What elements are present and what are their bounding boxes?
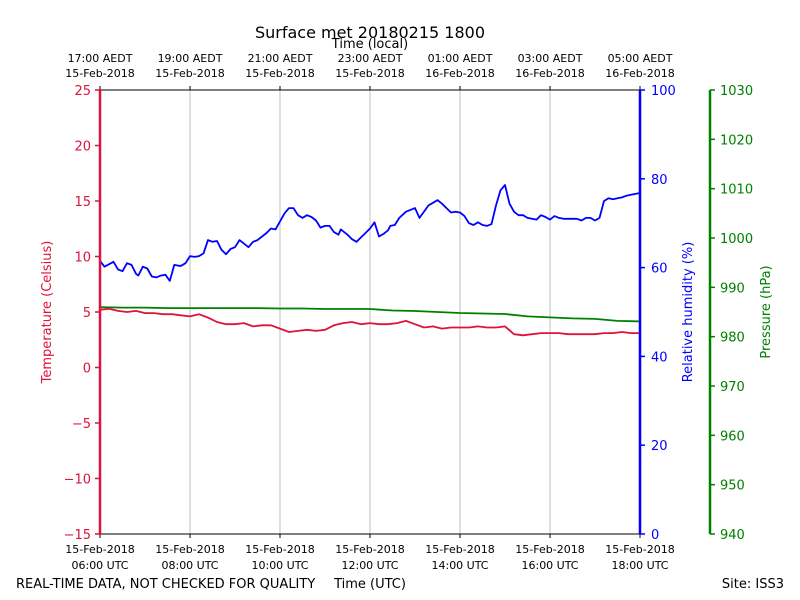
temperature-tick-label: 10 xyxy=(74,251,91,266)
top-tick-label-date: 15-Feb-2018 xyxy=(65,67,134,80)
chart-title: Surface met 20180215 1800 xyxy=(255,23,485,42)
temperature-tick-label: −5 xyxy=(72,417,91,432)
humidity-tick-label: 80 xyxy=(651,173,668,188)
pressure-tick-label: 980 xyxy=(720,331,745,346)
pressure-tick-label: 1010 xyxy=(720,183,753,198)
temperature-tick-label: −15 xyxy=(64,528,91,543)
x-axis-label: Time (UTC) xyxy=(333,577,406,592)
temperature-tick-label: 0 xyxy=(83,362,91,377)
humidity-tick-label: 100 xyxy=(651,84,676,99)
pressure-tick-label: 1000 xyxy=(720,232,753,247)
top-tick-label-date: 15-Feb-2018 xyxy=(335,67,404,80)
top-tick-label-time: 19:00 AEDT xyxy=(158,52,223,65)
axis-ticks: 15-Feb-2018 06:00 UTC 15-Feb-2018 08:00 UTC… xyxy=(64,52,754,572)
top-tick-label-time: 05:00 AEDT xyxy=(608,52,673,65)
top-tick-label-date: 15-Feb-2018 xyxy=(245,67,314,80)
grid-lines xyxy=(189,90,551,534)
top-tick-label-time: 17:00 AEDT xyxy=(68,52,133,65)
x-tick-label-date: 15-Feb-2018 xyxy=(515,543,584,556)
x-tick-label-date: 15-Feb-2018 xyxy=(65,543,134,556)
pressure-axis-label: Pressure (hPa) xyxy=(759,265,774,358)
pressure-tick-label: 960 xyxy=(720,429,745,444)
pressure-tick-label: 950 xyxy=(720,479,745,494)
temperature-tick-label: 5 xyxy=(83,306,91,321)
x-tick-label-time: 12:00 UTC xyxy=(341,559,398,572)
pressure-tick-label: 970 xyxy=(720,380,745,395)
temperature-axis-label: Temperature (Celsius) xyxy=(40,241,55,385)
x-tick-label-date: 15-Feb-2018 xyxy=(155,543,224,556)
humidity-axis-label: Relative humidity (%) xyxy=(681,242,696,383)
humidity-tick-label: 20 xyxy=(651,439,668,454)
x-tick-label-time: 06:00 UTC xyxy=(71,559,128,572)
temperature-tick-label: 15 xyxy=(74,195,91,210)
humidity-tick-label: 40 xyxy=(651,350,668,365)
top-tick-label-time: 03:00 AEDT xyxy=(518,52,583,65)
top-axis-title: Time (local) xyxy=(331,37,408,52)
x-tick-label-time: 10:00 UTC xyxy=(251,559,308,572)
top-tick-label-time: 21:00 AEDT xyxy=(248,52,313,65)
site-label: Site: ISS3 xyxy=(722,577,784,592)
top-tick-label-date: 16-Feb-2018 xyxy=(605,67,674,80)
relative-humidity-line xyxy=(100,184,640,282)
top-tick-label-date: 16-Feb-2018 xyxy=(425,67,494,80)
x-tick-label-date: 15-Feb-2018 xyxy=(425,543,494,556)
temperature-tick-label: −10 xyxy=(64,473,91,488)
top-tick-label-date: 15-Feb-2018 xyxy=(155,67,224,80)
humidity-tick-label: 0 xyxy=(651,528,659,543)
temperature-line xyxy=(100,307,640,337)
x-tick-label-date: 15-Feb-2018 xyxy=(605,543,674,556)
top-tick-label-time: 23:00 AEDT xyxy=(338,52,403,65)
x-tick-label-time: 18:00 UTC xyxy=(611,559,668,572)
pressure-tick-label: 1020 xyxy=(720,133,753,148)
pressure-tick-label: 990 xyxy=(720,281,745,296)
pressure-tick-label: 1030 xyxy=(720,84,753,99)
x-tick-label-time: 16:00 UTC xyxy=(521,559,578,572)
x-tick-label-time: 08:00 UTC xyxy=(161,559,218,572)
pressure-tick-label: 940 xyxy=(720,528,745,543)
humidity-tick-label: 60 xyxy=(651,262,668,277)
plot-series xyxy=(100,184,640,337)
top-tick-label-time: 01:00 AEDT xyxy=(428,52,493,65)
x-tick-label-date: 15-Feb-2018 xyxy=(245,543,314,556)
x-tick-label-time: 14:00 UTC xyxy=(431,559,488,572)
temperature-tick-label: 25 xyxy=(74,84,91,99)
quality-disclaimer: REAL-TIME DATA, NOT CHECKED FOR QUALITY xyxy=(16,577,315,592)
x-tick-label-date: 15-Feb-2018 xyxy=(335,543,404,556)
top-tick-label-date: 16-Feb-2018 xyxy=(515,67,584,80)
pressure-line xyxy=(100,306,640,323)
temperature-tick-label: 20 xyxy=(74,140,91,155)
